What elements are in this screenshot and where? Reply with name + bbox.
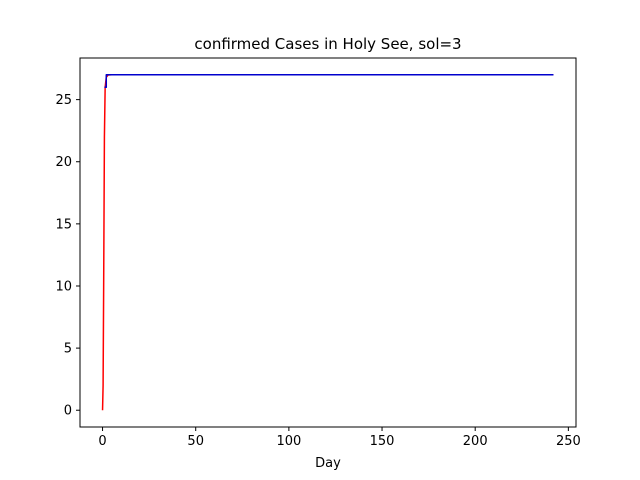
x-tick-label: 250 — [556, 434, 581, 449]
x-axis-label: Day — [315, 456, 341, 471]
x-tick-label: 50 — [187, 434, 204, 449]
y-tick-label: 0 — [64, 404, 72, 419]
y-tick-label: 25 — [55, 93, 72, 108]
plot-lines — [101, 74, 554, 411]
series-line-1 — [101, 74, 554, 411]
y-tick-label: 10 — [55, 279, 72, 294]
plot-frame — [79, 57, 577, 428]
series-line-2 — [104, 74, 554, 88]
x-tick-label: 100 — [276, 434, 301, 449]
y-axis-ticks: 0 5 10 15 20 25 — [55, 93, 80, 419]
x-tick-label: 0 — [98, 434, 106, 449]
y-tick-label: 20 — [55, 155, 72, 170]
x-axis-ticks: 0 50 100 150 200 250 — [98, 427, 581, 449]
chart-title: confirmed Cases in Holy See, sol=3 — [194, 35, 461, 53]
x-tick-label: 150 — [370, 434, 395, 449]
y-tick-label: 15 — [55, 217, 72, 232]
y-tick-label: 5 — [64, 342, 72, 357]
x-tick-label: 200 — [463, 434, 488, 449]
